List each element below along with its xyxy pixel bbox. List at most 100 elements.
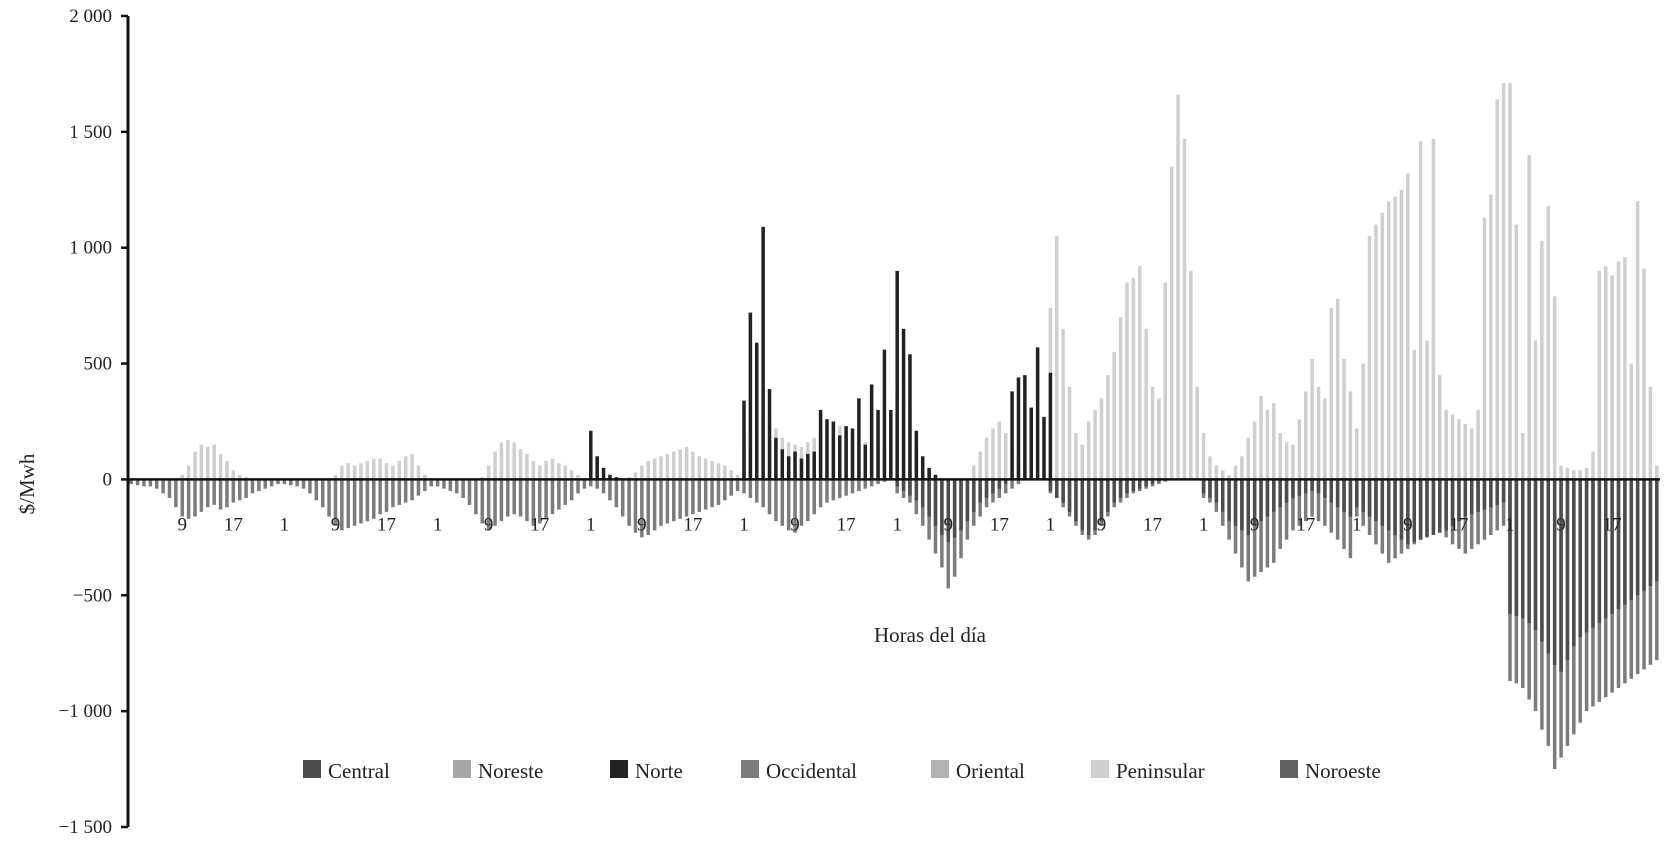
bar-norte [799,458,804,480]
x-tick-label: 1 [892,514,902,535]
bar-peninsular [1565,467,1570,480]
bar-peninsular [1227,474,1231,480]
bar-peninsular [1367,236,1372,480]
bar-peninsular [1329,307,1334,480]
bar-occidental [780,479,785,526]
bar-norte [780,449,785,480]
bar-peninsular [646,460,650,480]
bar-occidental [786,479,791,531]
bar-occidental [1010,479,1014,489]
bar-central [1208,479,1212,498]
bar-peninsular [1406,173,1410,480]
bar-central [1106,479,1110,512]
bar-occidental [384,479,389,512]
y-axis-title: $/Mwh [15,453,39,514]
bar-central [991,479,995,494]
bar-occidental [295,479,299,487]
bar-peninsular [1138,266,1142,480]
legend-item-central: Central [303,759,390,783]
bar-occidental [365,479,370,522]
bar-occidental [263,479,267,489]
bar-central [1118,479,1123,498]
legend-swatch [741,760,759,778]
bar-peninsular [403,456,408,480]
bar-occidental [1272,479,1276,563]
bar-peninsular [1463,423,1468,480]
bar-peninsular [359,463,363,480]
bar-peninsular [1150,386,1155,480]
bar-peninsular [1642,268,1646,480]
x-tick-label: 17 [377,514,396,535]
bar-occidental [167,479,172,498]
bar-occidental [429,479,433,487]
bar-occidental [761,479,765,508]
bar-peninsular [231,470,236,480]
bar-occidental [199,479,204,512]
bar-occidental [755,479,759,503]
bar-norte [793,451,797,480]
bar-central [1552,479,1557,665]
bar-central [1252,479,1257,526]
bar-peninsular [1578,470,1582,480]
legend-label: Noroeste [1305,759,1381,783]
bar-peninsular [1444,409,1448,480]
bar-peninsular [1386,201,1391,480]
bar-occidental [863,479,868,489]
bar-occidental [423,479,427,492]
bar-occidental [1316,479,1321,522]
bar-central [1342,479,1346,512]
bar-peninsular [1603,266,1608,480]
bar-peninsular [1291,444,1295,480]
bar-peninsular [1591,451,1595,480]
x-tick-label: 17 [1449,514,1468,535]
bar-occidental [569,479,574,501]
bar-peninsular [723,465,727,480]
y-tick-label: 500 [84,354,113,375]
bar-peninsular [1074,433,1078,480]
bar-central [1348,479,1353,517]
bar-peninsular [1616,261,1621,480]
bar-norte [920,456,925,480]
bar-peninsular [1259,396,1263,480]
bar-occidental [1310,479,1314,517]
y-tick-label: 1 000 [69,238,112,259]
bar-peninsular [340,465,344,480]
bar-occidental [308,479,312,494]
legend-label: Oriental [956,759,1025,783]
bar-central [978,479,982,503]
bar-peninsular [1163,282,1168,480]
bar-peninsular [493,451,497,480]
bar-norte [806,453,810,480]
bar-central [1457,479,1461,522]
bar-occidental [244,479,248,498]
bar-central [1380,479,1385,526]
legend: Central Noreste Norte Occidental Oriental Pen… [303,759,1381,783]
bar-peninsular [1635,201,1640,480]
bar-central [1610,479,1614,614]
bar-peninsular [544,460,548,480]
bar-peninsular [1106,375,1110,480]
bar-occidental [608,479,612,501]
bar-occidental [480,479,485,524]
bar-norte [927,467,931,480]
bar-occidental [659,479,663,526]
bar-central [1374,479,1378,522]
bar-occidental [512,479,516,515]
bar-peninsular [199,444,204,480]
bar-peninsular [672,451,676,480]
bar-peninsular [1118,317,1123,480]
bar-norte [869,384,874,480]
bar-central [1272,479,1276,512]
bar-occidental [831,479,836,501]
bar-occidental [716,479,721,505]
bar-peninsular [1361,363,1365,480]
bar-peninsular [391,465,395,480]
bar-occidental [525,479,529,522]
bar-occidental [633,479,638,533]
bar-peninsular [1527,155,1531,480]
bar-central [1648,479,1653,587]
bar-peninsular [1214,465,1219,480]
bar-peninsular [1623,256,1627,480]
bar-peninsular [1348,391,1353,480]
bar-peninsular [1278,433,1282,480]
